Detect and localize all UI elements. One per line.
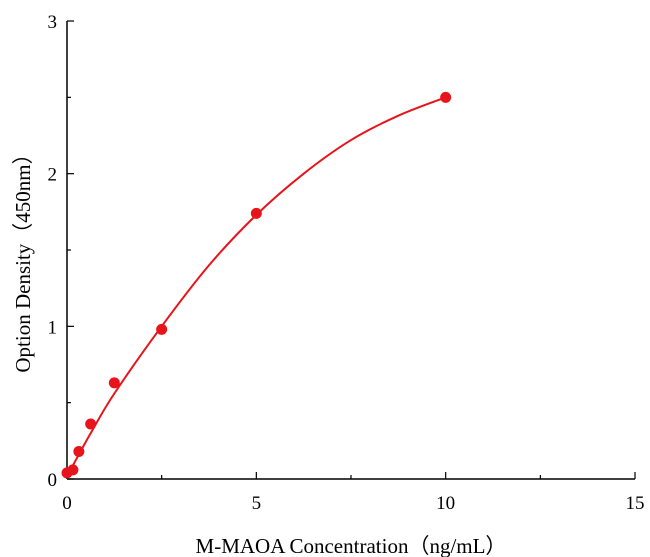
y-tick-label: 2 <box>48 165 58 186</box>
data-point <box>73 446 85 458</box>
data-point <box>108 377 120 389</box>
x-tick-label: 10 <box>436 493 455 514</box>
x-tick-label: 0 <box>62 493 72 514</box>
data-point <box>156 323 168 335</box>
ticks: 0 5 10 15 0 1 2 3 <box>48 12 645 514</box>
x-tick-label: 5 <box>252 493 262 514</box>
y-axis-title: Option Density（450nm） <box>11 143 35 372</box>
fit-curve-layer <box>66 96 447 475</box>
data-point <box>85 418 97 430</box>
data-point <box>440 91 452 103</box>
x-axis-title: M-MAOA Concentration（ng/mL） <box>196 534 507 557</box>
data-point <box>67 464 79 476</box>
fit-curve-line <box>66 96 447 475</box>
data-point <box>250 207 262 219</box>
y-tick-label: 1 <box>48 317 58 338</box>
y-tick-label: 3 <box>48 12 58 33</box>
x-tick-label: 15 <box>626 493 645 514</box>
y-tick-label: 0 <box>48 470 58 491</box>
axes <box>66 21 635 480</box>
data-points-layer <box>61 91 452 479</box>
